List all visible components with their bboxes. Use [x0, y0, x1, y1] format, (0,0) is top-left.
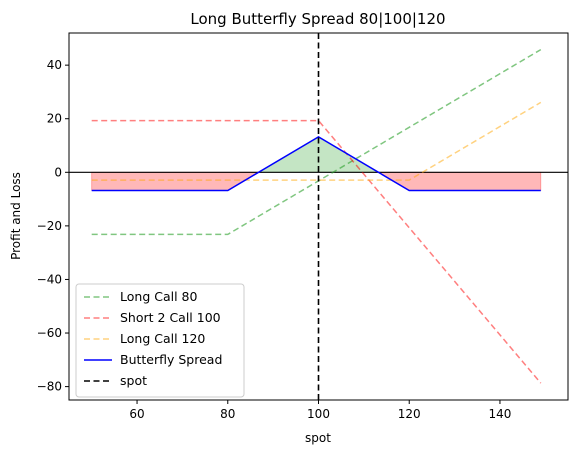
y-tick-label: 0: [54, 165, 62, 179]
x-tick-label: 80: [220, 407, 235, 421]
legend-label: Long Call 80: [120, 289, 197, 304]
y-tick-label: −60: [37, 326, 62, 340]
legend-label: spot: [120, 373, 147, 388]
legend-box: [75, 283, 245, 398]
series-line-short-2-call-100: [91, 119, 542, 384]
x-tick-label: 140: [489, 407, 512, 421]
legend: Long Call 80 Short 2 Call 100 Long Call 12…: [75, 283, 245, 398]
y-tick-label: −80: [37, 380, 62, 394]
legend-label: Short 2 Call 100: [120, 310, 221, 325]
x-tick-label: 100: [307, 407, 330, 421]
y-tick-label: 20: [47, 112, 62, 126]
legend-label: Long Call 120: [120, 331, 205, 346]
plot-area: [68, 32, 569, 401]
chart-title: Long Butterfly Spread 80|100|120: [190, 10, 445, 28]
series-line-long-call-80: [91, 48, 542, 236]
y-axis-label: Profit and Loss: [9, 172, 23, 260]
legend-label: Butterfly Spread: [120, 352, 222, 367]
axis-ticks: 60 80 100 120 140 −80 −60 −40 −20 0 20 40: [37, 58, 512, 421]
x-tick-label: 60: [129, 407, 144, 421]
x-tick-label: 120: [398, 407, 421, 421]
series-line-long-call-120: [91, 101, 542, 181]
y-tick-label: −20: [37, 219, 62, 233]
x-axis-label: spot: [305, 431, 331, 445]
y-tick-label: 40: [47, 58, 62, 72]
loss-region: [376, 171, 542, 191]
y-tick-label: −40: [37, 272, 62, 286]
series-line-butterfly-spread: [91, 136, 541, 192]
